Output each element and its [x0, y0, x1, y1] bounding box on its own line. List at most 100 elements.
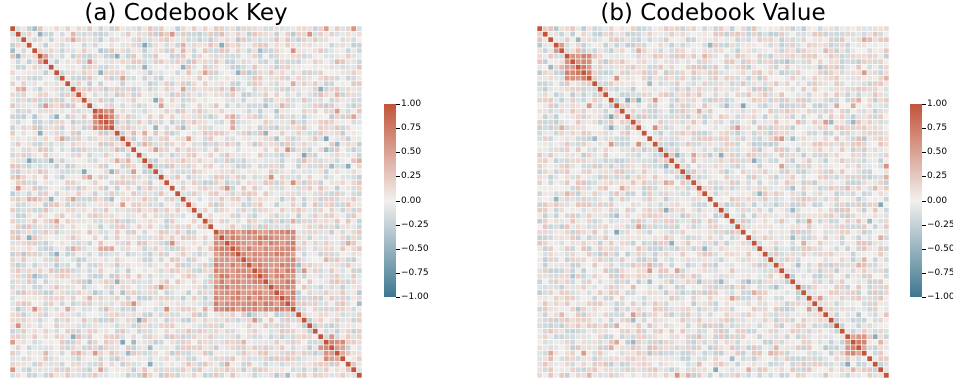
heatmap-cell	[213, 58, 220, 65]
heatmap-cell	[235, 361, 242, 368]
heatmap-cell	[240, 240, 247, 247]
heatmap-cell	[619, 80, 626, 87]
heatmap-cell	[866, 64, 873, 71]
heatmap-cell	[624, 47, 631, 54]
heatmap-cell	[20, 207, 27, 214]
heatmap-cell	[207, 295, 214, 302]
heatmap-cell	[861, 80, 868, 87]
heatmap-cell	[169, 179, 176, 186]
heatmap-cell	[70, 26, 77, 32]
heatmap-cell	[273, 168, 280, 175]
heatmap-cell	[163, 53, 170, 60]
heatmap-cell	[114, 26, 121, 32]
heatmap-cell	[158, 361, 165, 368]
heatmap-cell	[723, 26, 730, 32]
heatmap-cell	[301, 223, 308, 230]
heatmap-cell	[569, 47, 576, 54]
heatmap-cell	[224, 190, 231, 197]
heatmap-cell	[290, 91, 297, 98]
heatmap-cell	[224, 256, 231, 263]
heatmap-cell	[42, 333, 49, 340]
heatmap-cell	[306, 174, 313, 181]
heatmap-cell	[833, 31, 840, 38]
heatmap-cell	[31, 80, 38, 87]
heatmap-cell	[356, 163, 362, 170]
heatmap-cell	[196, 26, 203, 32]
heatmap-cell	[114, 174, 121, 181]
heatmap-cell	[10, 168, 16, 175]
heatmap-cell	[784, 97, 791, 104]
heatmap-cell	[158, 69, 165, 76]
heatmap-cell	[152, 196, 159, 203]
heatmap-cell	[163, 141, 170, 148]
heatmap-cell	[240, 119, 247, 126]
heatmap-cell	[246, 97, 253, 104]
heatmap-cell	[163, 344, 170, 351]
heatmap-cell	[290, 344, 297, 351]
heatmap-cell	[42, 339, 49, 346]
heatmap-cell	[229, 229, 236, 236]
heatmap-cell	[37, 328, 44, 335]
heatmap-cell	[108, 26, 115, 32]
heatmap-cell	[108, 36, 115, 43]
heatmap-cell	[130, 168, 137, 175]
heatmap-cell	[53, 69, 60, 76]
heatmap-cell	[207, 350, 214, 357]
heatmap-cell	[152, 80, 159, 87]
heatmap-cell	[328, 234, 335, 241]
heatmap-cell	[328, 333, 335, 340]
heatmap-cell	[240, 284, 247, 291]
heatmap-cell	[229, 361, 236, 368]
heatmap-cell	[613, 58, 620, 65]
heatmap-cell	[26, 267, 33, 274]
heatmap-cell	[20, 163, 27, 170]
heatmap-cell	[569, 75, 576, 82]
heatmap-cell	[169, 91, 176, 98]
heatmap-cell	[663, 26, 670, 32]
heatmap-cell	[147, 273, 154, 280]
heatmap-cell	[42, 372, 49, 378]
heatmap-cell	[141, 91, 148, 98]
heatmap-cell	[64, 306, 71, 313]
heatmap-cell	[356, 174, 362, 181]
heatmap-cell	[64, 372, 71, 378]
heatmap-cell	[213, 295, 220, 302]
heatmap-cell	[70, 157, 77, 164]
heatmap-cell	[180, 152, 187, 159]
heatmap-cell	[218, 69, 225, 76]
heatmap-cell	[97, 355, 104, 362]
heatmap-cell	[15, 97, 22, 104]
heatmap-cell	[229, 185, 236, 192]
heatmap-cell	[92, 91, 99, 98]
heatmap-cell	[295, 152, 302, 159]
heatmap-cell	[97, 328, 104, 335]
heatmap-cell	[718, 47, 725, 54]
heatmap-cell	[547, 64, 554, 71]
heatmap-cell	[42, 97, 49, 104]
heatmap-cell	[26, 119, 33, 126]
heatmap-cell	[762, 53, 769, 60]
heatmap-cell	[734, 86, 741, 93]
heatmap-cell	[202, 267, 209, 274]
heatmap-cell	[756, 53, 763, 60]
heatmap-cell	[75, 366, 82, 373]
heatmap-cell	[70, 344, 77, 351]
heatmap-cell	[345, 163, 352, 170]
heatmap-cell	[37, 350, 44, 357]
heatmap-cell	[103, 361, 110, 368]
heatmap-cell	[262, 284, 269, 291]
heatmap-cell	[97, 196, 104, 203]
heatmap-cell	[180, 146, 187, 153]
heatmap-cell	[53, 163, 60, 170]
heatmap-cell	[575, 75, 582, 82]
heatmap-cell	[158, 53, 165, 60]
heatmap-cell	[334, 245, 341, 252]
heatmap-cell	[207, 273, 214, 280]
heatmap-cell	[246, 113, 253, 120]
heatmap-cell	[224, 36, 231, 43]
heatmap-cell	[130, 240, 137, 247]
heatmap-cell	[240, 26, 247, 32]
heatmap-cell	[235, 152, 242, 159]
heatmap-cell	[136, 245, 143, 252]
heatmap-cell	[844, 42, 851, 49]
